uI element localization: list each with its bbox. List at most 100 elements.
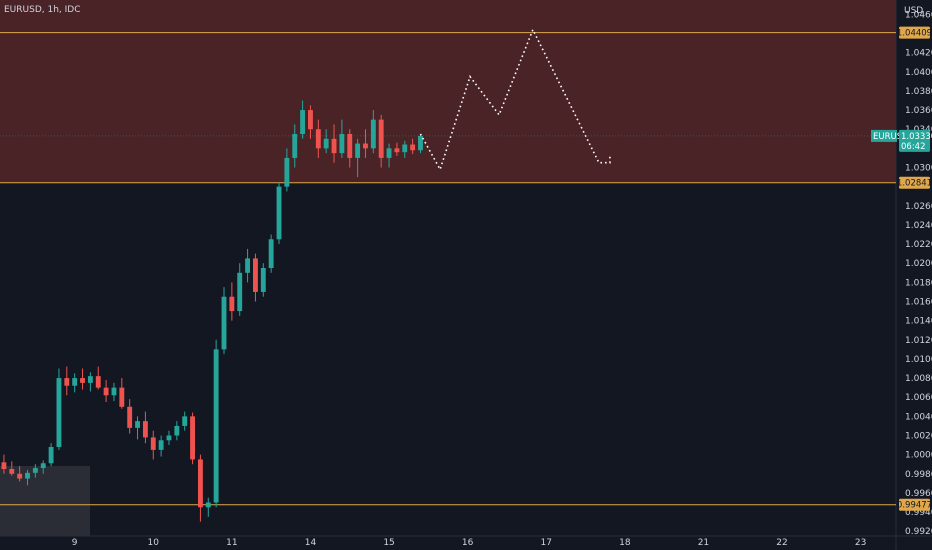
candle-body [213,349,219,503]
y-tick-label: 0.99800 [905,470,932,480]
candle-body [347,134,353,158]
x-tick-label: 14 [305,538,317,548]
candle-body [205,502,211,508]
y-tick-label: 1.01400 [905,317,932,327]
candle-body [56,378,62,447]
x-tick-label: 21 [698,538,709,548]
level-tag: 1.04409 [897,29,932,39]
candle-body [158,440,164,450]
candle-body [197,459,203,508]
candle-body [315,129,321,149]
candle-body [182,416,188,426]
symbol-title: EURUSD, 1h, IDC [4,5,81,15]
candle-body [221,296,227,350]
candle-body [363,143,368,149]
x-tick-label: 18 [619,538,631,548]
y-tick-label: 1.00200 [905,432,932,442]
x-tick-label: 10 [148,538,160,548]
level-tag: 1.02841 [897,179,932,189]
candle-body [190,416,195,460]
y-tick-label: 1.00800 [905,374,932,384]
y-tick-label: 1.04600 [905,10,932,20]
candle-body [119,387,125,407]
candle-body [166,435,172,441]
level-tag-bg [899,26,930,39]
candle-body [72,378,78,386]
symbol-tag: EURUSD [873,132,909,142]
level-tag-bg [899,498,930,511]
candle-body [339,134,345,154]
y-tick-label: 1.02600 [905,202,932,212]
y-tick-label: 1.04200 [905,49,932,59]
y-tick-label: 1.00600 [905,393,932,403]
price-axis[interactable]: 1.046001.042001.040001.038001.036001.034… [905,10,932,537]
candle-body [394,148,400,153]
currency-label: USD [904,6,923,16]
range-box[interactable] [0,466,90,536]
candle-body [80,378,85,383]
x-tick-label: 15 [383,538,394,548]
candle-body [386,148,392,158]
candle-body [331,138,337,154]
candle-body [135,421,140,428]
y-tick-label: 1.00400 [905,412,932,422]
x-tick-label: 11 [226,538,237,548]
candle-body [127,406,133,428]
y-tick-label: 1.02200 [905,240,932,250]
y-tick-label: 1.01600 [905,298,932,308]
y-tick-label: 1.04000 [905,68,932,78]
y-tick-label: 1.01000 [905,355,932,365]
candle-body [111,387,117,396]
y-tick-label: 1.03600 [905,106,932,116]
projection-path[interactable] [419,27,611,172]
y-tick-label: 1.03800 [905,87,932,97]
y-tick-label: 1.03000 [905,164,932,174]
candle-body [402,144,408,153]
candle-body [237,272,243,312]
x-tick-label: 17 [541,538,552,548]
y-tick-label: 1.01800 [905,278,932,288]
candle-body [378,119,384,158]
candle-body [370,119,376,149]
candle-body [253,258,258,292]
candle-body [229,296,235,312]
y-tick-label: 1.00000 [905,451,932,461]
time-axis[interactable]: 9 10 11 14 15 16 17 18 21 22 23 [72,538,867,548]
y-tick-label: 0.99200 [905,527,932,537]
candle-body [268,239,274,268]
candle-body [150,437,156,450]
candle-body [276,186,282,240]
candle-body [9,469,15,474]
level-tag: 0.99477 [897,501,932,511]
candle-body [95,376,101,388]
x-tick-label: 9 [72,538,78,548]
candle-body [40,463,46,469]
candle-body [17,473,23,479]
y-tick-label: 0.99600 [905,489,932,499]
level-tag-bg [899,176,930,189]
candle-body [260,268,266,292]
candle-body [1,462,7,469]
candles [1,100,423,522]
candle-body [64,378,70,386]
candle-body [87,376,93,383]
candle-body [308,110,313,130]
candle-body [103,387,109,396]
symbol-tag-bg [871,129,897,142]
price-tag-bg [899,129,930,152]
candle-body [245,258,251,273]
x-tick-label: 22 [776,538,787,548]
candle-body [284,157,290,187]
supply-zone[interactable] [0,0,896,183]
y-tick-label: 1.01200 [905,336,932,346]
candle-body [25,472,30,479]
x-tick-label: 23 [855,538,866,548]
y-tick-label: 1.02000 [905,259,932,269]
candle-body [355,143,361,158]
candle-body [300,110,306,134]
y-tick-label: 0.99400 [905,508,932,518]
candle-body [410,144,416,151]
